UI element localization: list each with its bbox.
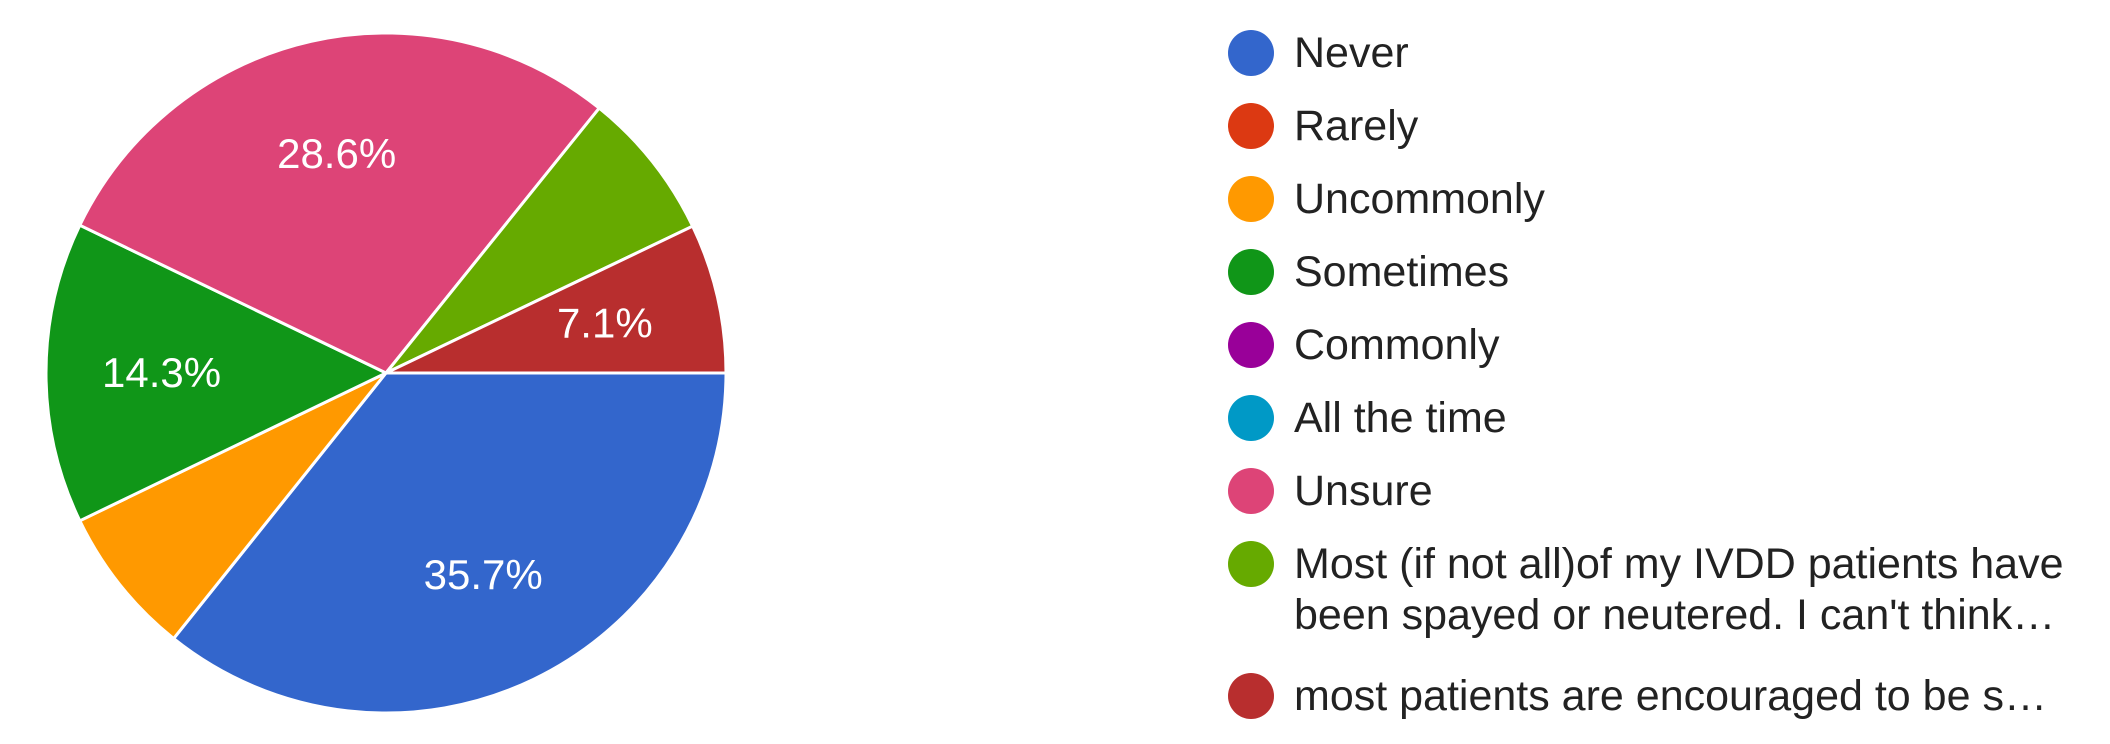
legend-color-swatch (1228, 322, 1274, 368)
pie-slice-label-8: 7.1% (557, 299, 653, 346)
pie-slice-0 (171, 371, 728, 713)
legend-item: Commonly (1228, 320, 2110, 393)
legend-label: most patients are encouraged to be s… (1294, 672, 2047, 720)
pie-slice-label-3: 14.3% (102, 349, 221, 396)
legend-item: Never (1228, 28, 2110, 101)
legend-color-swatch (1228, 30, 1274, 76)
pie-chart-canvas: 35.7% 14.3% 28.6% 7.1% (44, 31, 728, 713)
legend-color-swatch (1228, 395, 1274, 441)
legend-color-swatch (1228, 176, 1274, 222)
pie-slice-label-6: 28.6% (277, 130, 396, 177)
legend-label: Most (if not all)of my IVDD patients hav… (1294, 540, 2064, 639)
legend-item: Uncommonly (1228, 174, 2110, 247)
legend-label: Unsure (1294, 467, 1433, 515)
legend-color-swatch (1228, 673, 1274, 719)
legend-label: Rarely (1294, 102, 1419, 150)
legend-label: All the time (1294, 394, 1507, 442)
legend-color-swatch (1228, 249, 1274, 295)
pie-slice-label-0: 35.7% (424, 551, 543, 598)
pie-slice-3 (44, 223, 390, 523)
legend-color-swatch (1228, 468, 1274, 514)
pie-slice-8 (385, 224, 728, 375)
legend-label: Commonly (1294, 321, 1500, 369)
legend-label: Sometimes (1294, 248, 1510, 296)
legend-label: Never (1294, 29, 1409, 77)
legend-item: Sometimes (1228, 247, 2110, 320)
legend-item: All the time (1228, 393, 2110, 466)
legend-item: most patients are encouraged to be s… (1228, 671, 2110, 744)
legend-item: Rarely (1228, 101, 2110, 174)
chart-legend: Never Rarely Uncommonly Sometimes Commonly Al… (1228, 28, 2110, 744)
legend-label: Uncommonly (1294, 175, 1545, 223)
legend-color-swatch (1228, 103, 1274, 149)
pie-slice-7 (384, 106, 695, 375)
pie-chart: 35.7% 14.3% 28.6% 7.1% Never Rarely Uncommonl… (44, 29, 2064, 720)
pie-slice-2 (77, 371, 388, 641)
legend-item: Most (if not all)of my IVDD patients hav… (1228, 539, 2110, 671)
pie-slice-6 (77, 31, 602, 375)
legend-color-swatch (1228, 541, 1274, 587)
legend-item: Unsure (1228, 466, 2110, 539)
